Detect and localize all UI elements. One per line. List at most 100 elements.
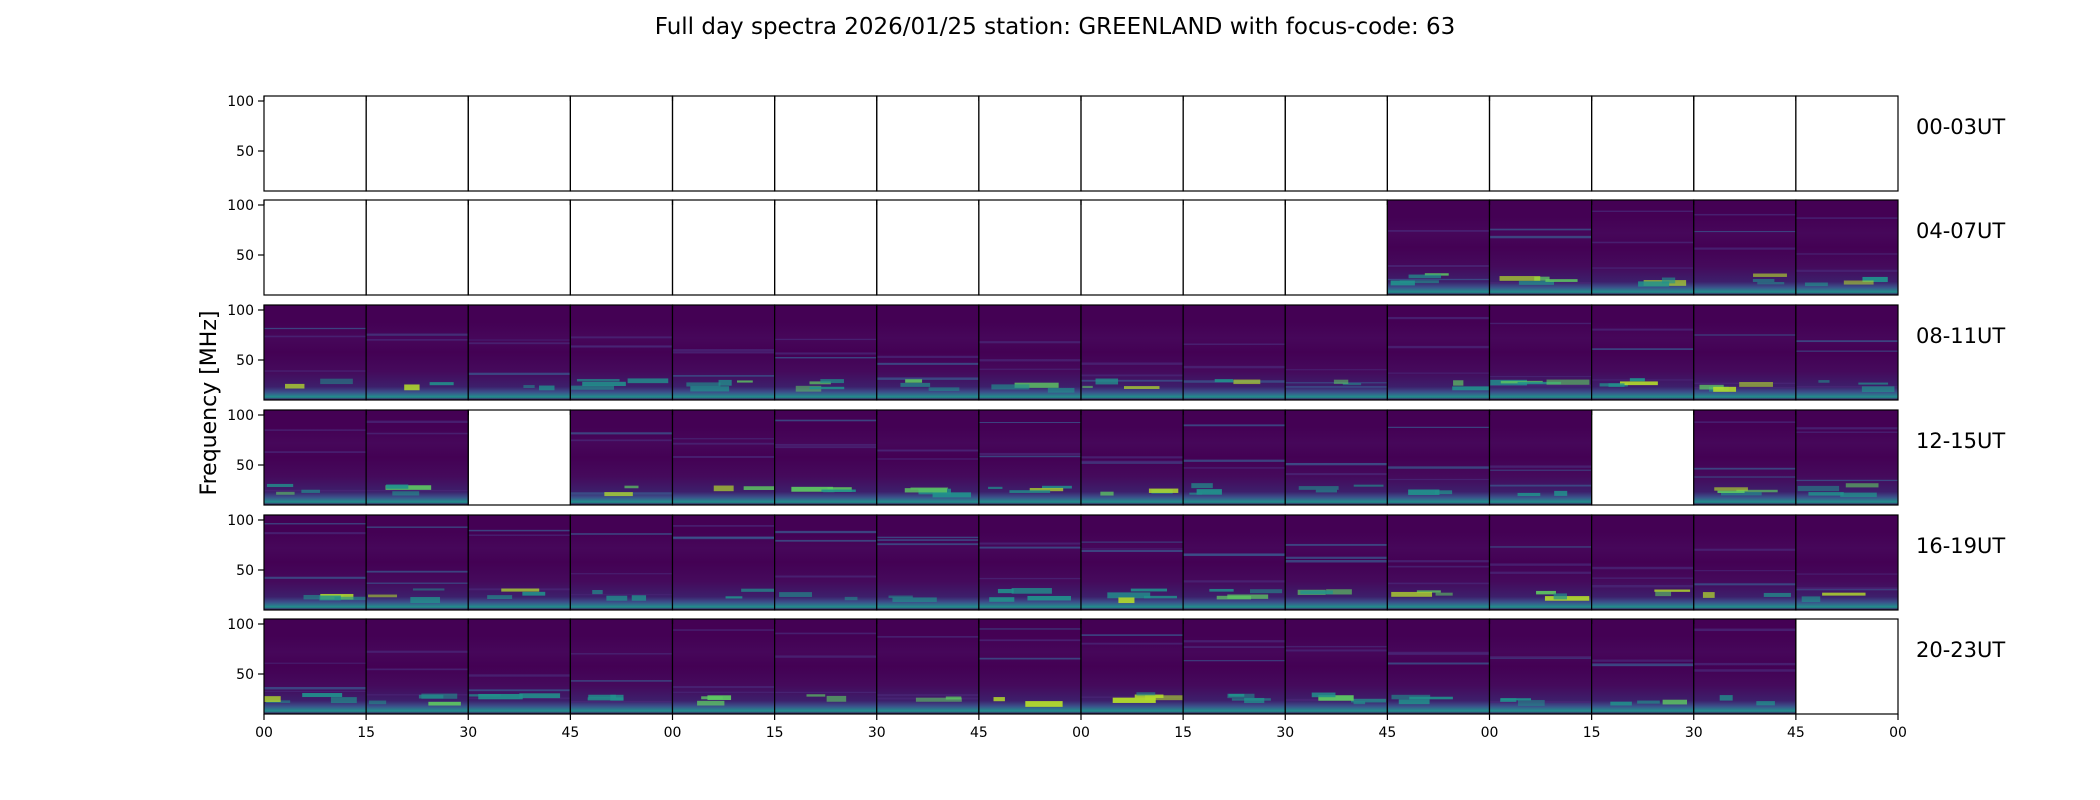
emission-band [1399,280,1439,284]
emission-band [1546,379,1590,385]
emission-band [821,489,856,492]
narrowband-line [1693,213,1796,216]
narrowband-line [1489,546,1592,548]
spectrum-image [1693,619,1796,714]
spectrum-panel [1284,514,1388,611]
emission-band [1554,490,1568,496]
spectrum-panel [1080,618,1184,715]
narrowband-line [468,339,571,341]
narrowband-line [366,582,469,584]
narrowband-line [672,455,775,458]
empty-panel [1284,95,1388,192]
emission-band [1095,378,1119,385]
narrowband-line [876,458,979,460]
emission-band [1553,593,1567,600]
empty-panel [1795,618,1899,715]
spectrum-panel [1284,409,1388,506]
emission-band [276,491,295,495]
narrowband-line [876,543,979,546]
emission-band [523,385,535,389]
spectrum-panel [1080,304,1184,401]
emission-band [806,694,826,697]
empty-panel [671,199,776,296]
empty-panel [467,199,571,296]
narrowband-line [978,455,1081,458]
emission-band [997,588,1014,594]
narrowband-line [672,536,775,539]
spectrum-panel [365,618,469,715]
y-tick-label: 100 [227,617,254,633]
narrowband-line [1387,372,1490,374]
emission-band [264,696,281,702]
x-tick-label: 15 [1583,725,1601,741]
narrowband-line [1285,556,1388,559]
emission-band [606,595,628,601]
panel-frame [774,95,878,192]
narrowband-line [1693,231,1796,233]
narrowband-line [1795,479,1898,482]
y-tick-label: 50 [236,144,254,160]
emission-band [604,492,633,497]
narrowband-line [1489,563,1592,566]
x-tick-label: 15 [357,725,375,741]
spectrum-panel [1795,409,1899,506]
narrowband-line [672,629,775,631]
panel-frame [1284,95,1388,192]
narrowband-line [264,429,367,431]
emission-band [1818,380,1830,383]
x-tick-label: 00 [255,725,273,741]
emission-band [1326,589,1352,595]
spectrum-panel [978,514,1082,611]
narrowband-line [978,577,1081,580]
empty-panel [467,409,571,506]
emission-band [1112,697,1156,703]
spectrum-image [1795,515,1898,610]
narrowband-line [1591,328,1694,331]
panel-frame [978,95,1082,192]
spectrum-panel [774,514,878,611]
spectrum-panel [978,304,1082,401]
spectrum-image [468,305,571,400]
narrowband-line [774,530,877,534]
emission-band [1861,386,1895,393]
emission-band [1214,379,1234,383]
panel-frame [1080,199,1184,296]
x-tick-label: 00 [1072,725,1090,741]
spectrum-image [1387,305,1490,400]
narrowband-line [1591,585,1694,588]
spectrum-image [1183,515,1286,610]
emission-band [588,694,616,699]
narrowband-line [468,534,571,536]
emission-band [1011,588,1052,594]
emission-band [1619,381,1658,386]
narrowband-line [1183,660,1286,662]
spectrum-panel [1182,409,1286,506]
narrowband-line [1795,587,1898,590]
spectrum-panel [1591,514,1695,611]
narrowband-line [1795,350,1898,352]
emission-band [718,379,732,386]
y-tick-label: 50 [236,667,254,683]
y-axis-label: Frequency [MHz] [197,311,222,496]
narrowband-line [366,432,469,435]
x-tick-label: 00 [1889,725,1907,741]
emission-band [892,597,937,602]
panel-frame [774,199,878,296]
narrowband-line [1387,345,1490,349]
emission-band [624,485,639,489]
emission-band [1196,489,1222,495]
emission-band [1638,281,1670,287]
narrowband-line [1285,649,1388,652]
emission-band [1717,490,1745,494]
y-tick-label: 100 [227,198,254,214]
emission-band [743,486,775,490]
spectrum-panel [1693,304,1797,401]
narrowband-line [570,573,673,575]
narrowband-line [978,368,1081,370]
emission-band [501,588,540,592]
y-tick-label: 100 [227,513,254,529]
narrowband-line [672,349,775,352]
emission-band [1822,592,1866,596]
narrowband-line [264,690,367,693]
empty-panel [1591,95,1695,192]
